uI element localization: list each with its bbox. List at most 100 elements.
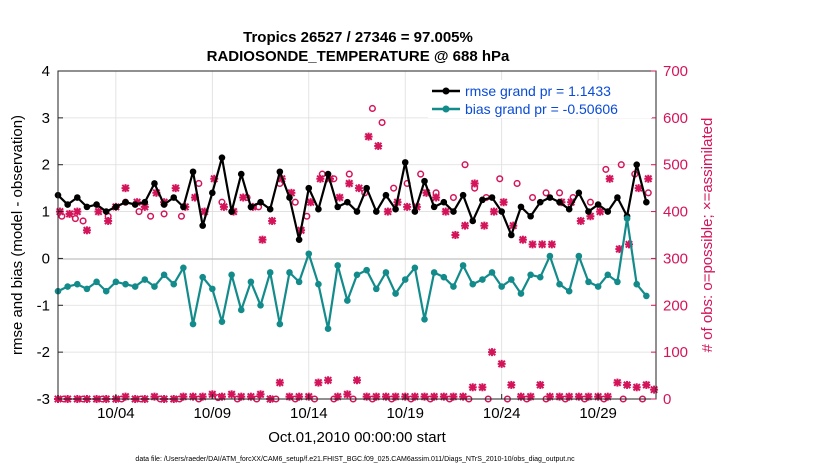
series-point-bias xyxy=(305,250,313,258)
obs-assimilated-marker xyxy=(82,226,91,235)
obs-assimilated-marker xyxy=(258,235,267,244)
series-point-bias xyxy=(633,280,641,288)
series-point-bias xyxy=(604,271,612,279)
data-file-note: data file: /Users/raeder/DAI/ATM_forcXX/… xyxy=(135,456,575,463)
obs-low-assimilated-marker xyxy=(507,380,516,389)
series-point-rmse xyxy=(112,203,120,211)
obs-possible-marker xyxy=(528,193,537,202)
series-point-rmse xyxy=(575,189,583,197)
series-point-bias xyxy=(517,290,525,297)
series-point-bias xyxy=(160,271,168,279)
series-point-rmse xyxy=(440,198,448,206)
obs-assimilated-marker xyxy=(596,207,605,216)
obs-low-assimilated-marker xyxy=(256,390,265,399)
series-point-rmse xyxy=(295,236,303,243)
series-point-bias xyxy=(102,287,110,295)
series-point-bias xyxy=(189,320,197,328)
series-point-rmse xyxy=(450,208,457,215)
y2-tick-label: 200 xyxy=(663,297,688,314)
series-point-bias xyxy=(83,285,91,293)
series-point-bias xyxy=(585,278,592,286)
series-point-rmse xyxy=(209,189,216,197)
obs-assimilated-marker xyxy=(441,207,450,216)
series-point-bias xyxy=(218,318,226,325)
series-point-rmse xyxy=(64,201,71,208)
series-point-rmse xyxy=(286,194,293,201)
obs-assimilated-marker xyxy=(268,216,277,225)
obs-possible-marker xyxy=(496,175,504,183)
obs-assimilated-marker xyxy=(470,179,479,188)
series-point-bias xyxy=(286,269,293,276)
series-point-rmse xyxy=(73,194,81,201)
y-tick-label: -1 xyxy=(37,297,50,314)
obs-assimilated-marker xyxy=(634,184,643,193)
y2-tick-label: 0 xyxy=(663,391,671,408)
obs-assimilated-marker xyxy=(335,193,344,202)
obs-assimilated-marker xyxy=(306,198,315,207)
series-point-rmse xyxy=(585,208,592,215)
series-point-rmse xyxy=(170,194,178,201)
series-point-rmse xyxy=(517,203,525,211)
series-point-rmse xyxy=(218,154,226,161)
series-point-rmse xyxy=(180,203,187,211)
series-point-rmse xyxy=(228,208,235,215)
obs-possible-marker xyxy=(177,212,186,220)
series-point-rmse xyxy=(247,203,255,211)
x-tick-label: 10/14 xyxy=(290,405,328,422)
series-point-rmse xyxy=(382,191,390,199)
y2-tick-label: 600 xyxy=(663,110,688,127)
obs-low-assimilated-marker xyxy=(227,390,236,399)
obs-possible-marker xyxy=(291,198,299,206)
obs-assimilated-marker xyxy=(403,202,412,211)
obs-low-assimilated-marker xyxy=(468,383,477,392)
series-point-bias xyxy=(247,278,255,286)
plot-border xyxy=(57,70,657,400)
legend-label-rmse: rmse grand pr = 1.1433 xyxy=(465,83,611,99)
series-point-bias xyxy=(546,252,554,260)
y-axis-label: rmse and bias (model - observation) xyxy=(9,115,26,355)
obs-assimilated-marker xyxy=(383,207,392,216)
series-point-rmse xyxy=(160,201,168,208)
obs-assimilated-marker xyxy=(104,216,113,225)
series-point-bias xyxy=(440,273,448,281)
series-point-rmse xyxy=(372,208,380,215)
series-point-bias xyxy=(421,316,428,323)
axis-ticks: 10/04 10/09 10/14 10/19 10/24 10/29 -3 -2 -1 0 1 2 3… xyxy=(37,63,688,422)
obs-assimilated-marker xyxy=(121,184,130,193)
obs-assimilated-marker xyxy=(171,184,180,193)
series-point-rmse xyxy=(479,196,486,204)
series-point-bias xyxy=(131,283,139,290)
obs-low-assimilated-marker xyxy=(353,376,361,385)
series-point-rmse xyxy=(546,194,554,201)
obs-assimilated-marker xyxy=(451,231,460,239)
series-point-bias xyxy=(450,283,457,290)
y-tick-label: 4 xyxy=(42,63,50,80)
series-point-rmse xyxy=(199,222,206,229)
series-point-bias xyxy=(411,264,419,272)
series-point-rmse xyxy=(305,184,313,192)
series-point-rmse xyxy=(141,198,149,206)
y-tick-label: 2 xyxy=(42,157,50,174)
series-point-bias xyxy=(180,264,187,272)
series-point-rmse xyxy=(334,203,342,211)
obs-assimilated-marker xyxy=(316,174,325,183)
series-point-rmse xyxy=(421,177,428,185)
obs-assimilated-marker xyxy=(374,141,383,150)
obs-low-assimilated-marker xyxy=(632,383,641,392)
series-point-rmse xyxy=(459,191,467,199)
series-point-bias xyxy=(392,290,399,297)
x-tick-label: 10/04 xyxy=(97,405,135,422)
series-point-rmse xyxy=(344,198,351,206)
obs-possible-marker xyxy=(449,193,458,202)
series-point-bias xyxy=(141,276,149,283)
obs-possible-marker xyxy=(555,189,564,197)
series-point-rmse xyxy=(122,198,129,206)
obs-low-assimilated-marker xyxy=(343,390,352,399)
obs-assimilated-marker xyxy=(528,240,537,249)
obs-assimilated-marker xyxy=(538,240,547,249)
series-point-bias xyxy=(536,273,544,281)
obs-assimilated-marker xyxy=(605,174,614,183)
obs-low-assimilated-marker xyxy=(613,378,622,387)
y2-tick-label: 500 xyxy=(663,157,688,174)
series-point-bias xyxy=(199,273,206,281)
